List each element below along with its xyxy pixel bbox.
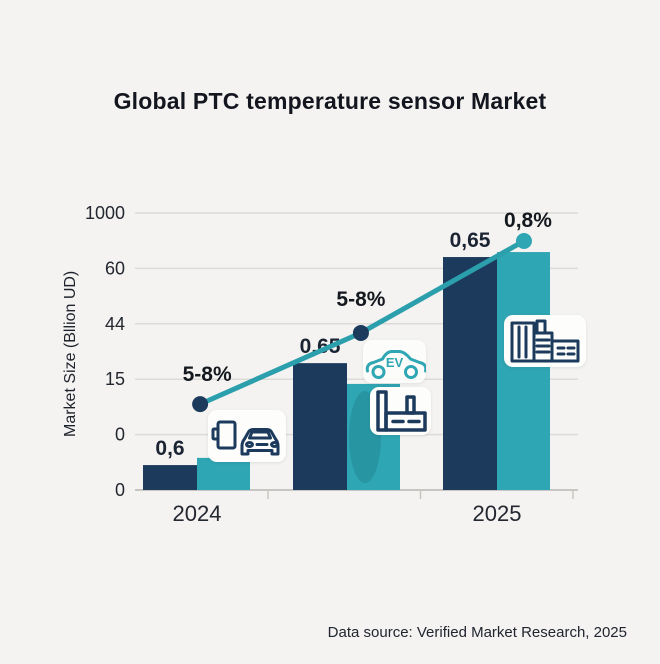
industrial-plant-icon — [504, 315, 586, 367]
ev-icon-text: EV — [386, 355, 404, 370]
growth-label: 0,8% — [504, 209, 552, 232]
data-source-note: Data source: Verified Market Research, 2… — [327, 624, 627, 641]
growth-dot — [352, 324, 369, 341]
y-tick-label: 15 — [105, 369, 125, 389]
bar-value-label: 0,6 — [155, 437, 184, 460]
x-tick-label: 2025 — [473, 501, 522, 526]
growth-label: 5-8% — [336, 288, 385, 311]
bar-market-size-navy-0 — [143, 465, 197, 490]
y-tick-label: 44 — [105, 314, 125, 334]
y-tick-label: 0 — [115, 480, 125, 500]
y-axis-title: Market Size (Bllion UD) — [62, 270, 79, 438]
y-tick-label: 60 — [105, 258, 125, 278]
factory-icon — [370, 387, 431, 435]
car-and-charger-icon — [208, 410, 286, 462]
ev-car-icon: EV — [363, 340, 426, 383]
y-tick-label: 0 — [115, 425, 125, 445]
growth-dot — [515, 232, 532, 249]
bar-value-label: 0,65 — [300, 335, 341, 358]
bar-value-label: 0,65 — [450, 229, 491, 252]
y-tick-label: 1000 — [85, 203, 125, 223]
bar-market-size-teal-2 — [497, 252, 550, 490]
growth-dot — [192, 396, 209, 413]
growth-label: 5-8% — [183, 363, 232, 386]
x-tick-label: 2024 — [173, 501, 222, 526]
bar-market-size-navy-1 — [293, 363, 347, 490]
bar-market-size-teal-0 — [197, 457, 250, 490]
bar-market-size-navy-2 — [443, 257, 497, 490]
chart-title: Global PTC temperature sensor Market — [113, 88, 547, 114]
